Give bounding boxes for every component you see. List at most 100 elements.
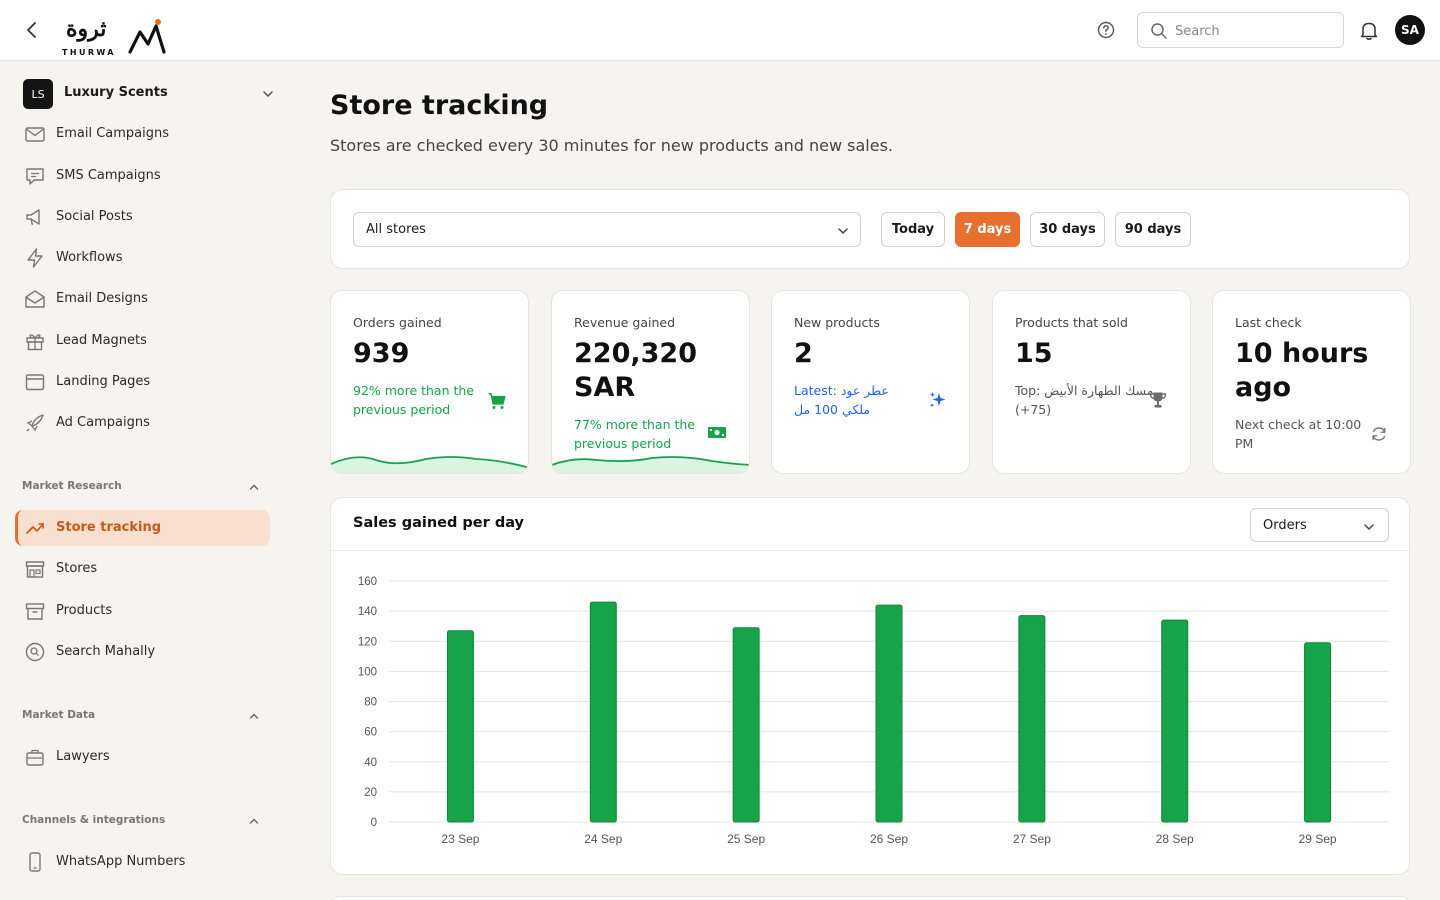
notifications-bell-icon[interactable] xyxy=(1358,19,1380,41)
range-7-days-button[interactable]: 7 days xyxy=(955,212,1020,247)
stat-label: New products xyxy=(794,315,880,330)
stat-card-new-products: New products 2 Latest: عطر عود ملكي 100 … xyxy=(771,290,970,474)
y-tick-label: 20 xyxy=(364,787,377,799)
orders-sparkline xyxy=(331,456,528,473)
chart-bar[interactable] xyxy=(1018,615,1046,823)
y-tick-label: 160 xyxy=(358,576,377,588)
cash-icon xyxy=(708,427,726,438)
x-tick-label: 23 Sep xyxy=(441,832,479,846)
user-avatar[interactable]: SA xyxy=(1395,15,1425,45)
store-select-value: All stores xyxy=(366,222,426,237)
y-tick-label: 60 xyxy=(364,727,377,739)
phone-icon xyxy=(29,852,41,872)
refresh-icon[interactable] xyxy=(1370,425,1388,443)
help-icon[interactable] xyxy=(1096,20,1116,40)
search-circle-icon xyxy=(25,642,45,662)
logo-arabic-text: ثروة xyxy=(66,16,107,42)
logo[interactable]: ثروة THURWA xyxy=(62,16,172,58)
gift-icon xyxy=(26,334,44,351)
chart-bar[interactable] xyxy=(1161,619,1189,823)
x-tick-label: 29 Sep xyxy=(1299,832,1337,846)
range-30-days-button[interactable]: 30 days xyxy=(1030,212,1105,247)
envelope-open-icon xyxy=(25,290,45,308)
next-section-card xyxy=(330,896,1410,900)
logo-latin-text: THURWA xyxy=(62,48,116,57)
sidebar-item-email-designs[interactable]: Email Designs xyxy=(15,281,270,317)
sidebar-item-label: Email Campaigns xyxy=(56,126,170,141)
trending-up-icon xyxy=(26,523,44,534)
sidebar-item-label: Ad Campaigns xyxy=(56,415,150,430)
mail-icon xyxy=(25,127,45,142)
sales-chart-card: Sales gained per day Orders 0 20 40 60 80 100… xyxy=(330,497,1410,875)
rocket-icon xyxy=(26,414,44,432)
chat-icon xyxy=(26,168,44,185)
search-icon xyxy=(1151,23,1167,39)
stat-card-orders: Orders gained 939 92% more than the prev… xyxy=(330,290,529,474)
chart-bar[interactable] xyxy=(589,601,617,823)
stat-value: 2 xyxy=(794,338,813,369)
briefcase-icon xyxy=(26,749,44,766)
sidebar-item-sms-campaigns[interactable]: SMS Campaigns xyxy=(15,158,270,194)
archive-icon xyxy=(25,603,45,620)
chevron-left-icon xyxy=(27,22,36,38)
cart-icon xyxy=(488,392,506,409)
back-button[interactable] xyxy=(20,18,44,42)
sidebar-item-label: Workflows xyxy=(56,250,123,265)
section-title: Channels & integrations xyxy=(22,814,166,826)
workspace-switcher[interactable]: LS Luxury Scents xyxy=(23,79,278,109)
sidebar-item-lawyers[interactable]: Lawyers xyxy=(15,739,270,775)
sidebar-item-lead-magnets[interactable]: Lead Magnets xyxy=(15,323,270,359)
sidebar-item-store-tracking[interactable]: Store tracking xyxy=(15,510,270,546)
store-select[interactable]: All stores xyxy=(353,212,861,247)
sidebar-item-email-campaigns[interactable]: Email Campaigns xyxy=(15,116,270,152)
sidebar-item-workflows[interactable]: Workflows xyxy=(15,240,270,276)
sidebar-item-products[interactable]: Products xyxy=(15,593,270,629)
sidebar-item-ad-campaigns[interactable]: Ad Campaigns xyxy=(15,405,270,441)
sidebar-item-social-posts[interactable]: Social Posts xyxy=(15,199,270,235)
x-tick-label: 27 Sep xyxy=(1013,832,1051,846)
chart-bar[interactable] xyxy=(875,604,903,823)
section-channels-integrations[interactable]: Channels & integrations xyxy=(22,813,262,829)
filter-bar: All stores Today 7 days 30 days 90 days xyxy=(330,189,1410,269)
sidebar-item-stores[interactable]: Stores xyxy=(15,551,270,587)
sidebar-item-label: Lawyers xyxy=(56,749,110,764)
stat-label: Orders gained xyxy=(353,315,442,330)
stat-label: Products that sold xyxy=(1015,315,1128,330)
stat-note: Top: مسك الطهارة الأبيض (75+) xyxy=(1015,383,1154,417)
section-market-research[interactable]: Market Research xyxy=(22,479,262,495)
bolt-icon xyxy=(27,248,43,268)
chevron-up-icon xyxy=(249,713,259,719)
sidebar-item-label: SMS Campaigns xyxy=(56,168,161,183)
top-bar: ثروة THURWA SA xyxy=(0,0,1440,61)
sidebar-item-label: Search Mahally xyxy=(56,644,156,659)
search-input[interactable] xyxy=(1175,20,1335,42)
sidebar-item-label: Store tracking xyxy=(56,520,162,535)
stat-value: 10 hours ago xyxy=(1235,338,1369,403)
stat-value: 939 xyxy=(353,338,410,369)
stat-note: 77% more than the previous period xyxy=(574,417,696,451)
stat-note[interactable]: Latest: عطر عود ملكي 100 مل xyxy=(794,383,889,417)
range-90-days-button[interactable]: 90 days xyxy=(1115,212,1191,247)
sidebar-item-label: Stores xyxy=(56,561,98,576)
stat-note: 92% more than the previous period xyxy=(353,383,475,417)
chart-bar[interactable] xyxy=(732,627,760,823)
chart-bar[interactable] xyxy=(446,630,474,823)
sidebar-item-landing-pages[interactable]: Landing Pages xyxy=(15,364,270,400)
section-market-data[interactable]: Market Data xyxy=(22,708,262,724)
sidebar-item-label: Email Designs xyxy=(56,291,148,306)
sidebar-item-search-mahally[interactable]: Search Mahally xyxy=(15,634,270,670)
x-tick-label: 24 Sep xyxy=(584,832,622,846)
section-title: Market Data xyxy=(22,709,96,721)
metric-select-value: Orders xyxy=(1263,518,1307,533)
range-today-button[interactable]: Today xyxy=(881,212,945,247)
stat-label: Revenue gained xyxy=(574,315,676,330)
trophy-icon xyxy=(1149,392,1167,408)
chart-divider xyxy=(331,550,1409,551)
store-icon xyxy=(25,561,45,578)
page-subtitle: Stores are checked every 30 minutes for … xyxy=(330,136,894,155)
search-field[interactable] xyxy=(1137,12,1344,48)
sidebar-item-whatsapp-numbers[interactable]: WhatsApp Numbers xyxy=(15,844,270,880)
sidebar-item-label: Social Posts xyxy=(56,209,133,224)
chart-metric-select[interactable]: Orders xyxy=(1250,508,1389,542)
chart-bar[interactable] xyxy=(1304,642,1332,823)
